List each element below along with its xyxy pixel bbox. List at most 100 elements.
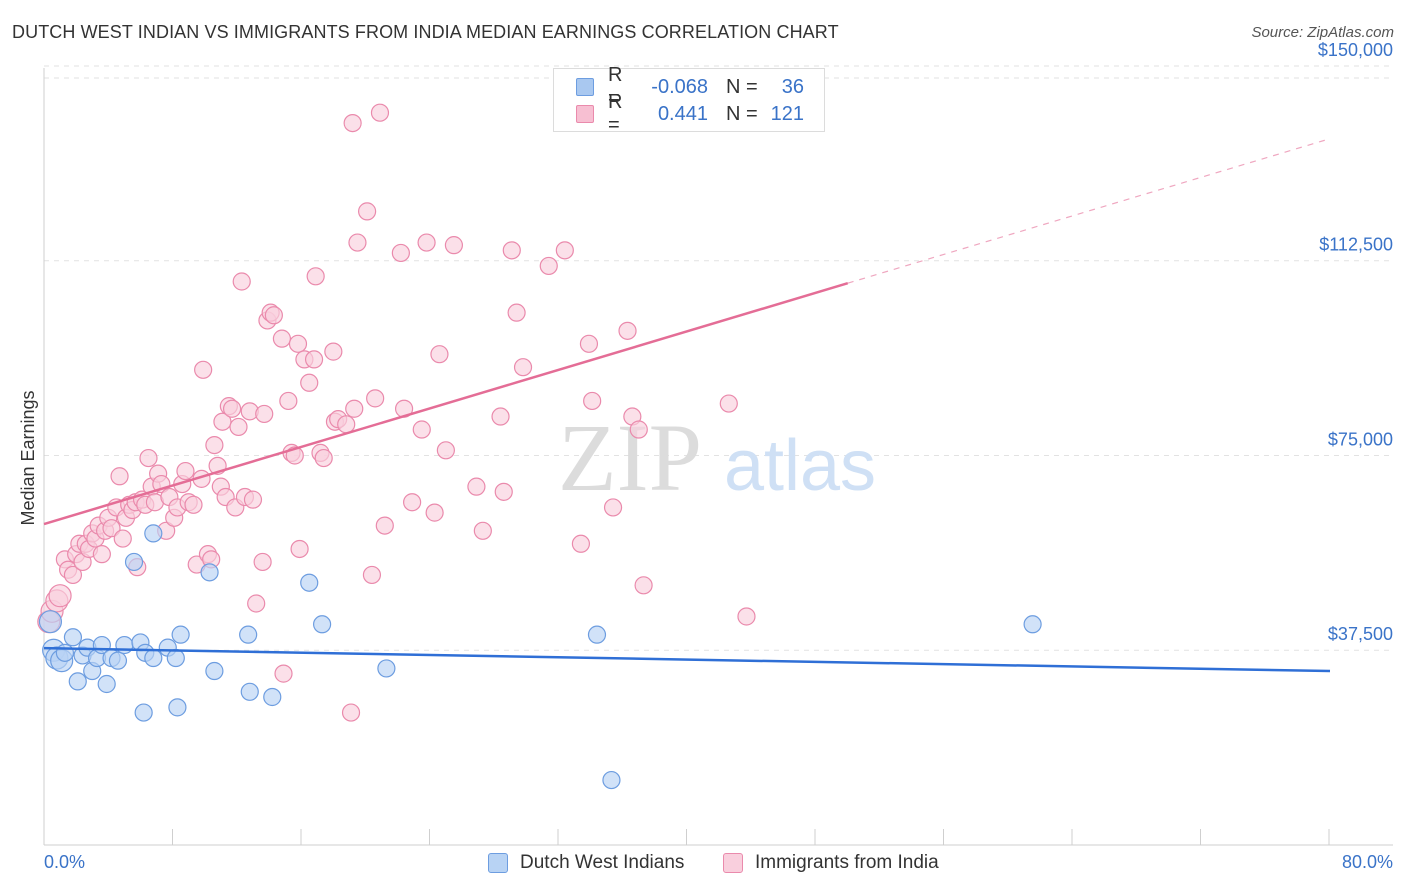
india-point bbox=[243, 490, 263, 509]
dutch-west-indian-point bbox=[200, 563, 219, 582]
india-point bbox=[370, 103, 390, 122]
y-tick-labels: $37,500 $75,000 $112,500 $150,000 bbox=[1318, 40, 1393, 644]
india-point bbox=[341, 703, 361, 722]
dutch-west-indian-point bbox=[168, 698, 187, 717]
india-point bbox=[366, 389, 385, 408]
india-point bbox=[343, 113, 362, 133]
india-point bbox=[102, 519, 121, 538]
india-point bbox=[205, 435, 224, 455]
dutch-west-indian-point bbox=[587, 625, 607, 644]
india-point bbox=[63, 565, 83, 585]
y-tick-label: $75,000 bbox=[1328, 429, 1393, 449]
legend-r-label: R = bbox=[608, 91, 623, 136]
india-point bbox=[629, 420, 648, 439]
india-point bbox=[391, 243, 410, 263]
dutch-west-indian-point bbox=[68, 672, 87, 691]
x-tick-label-min: 0.0% bbox=[44, 852, 85, 872]
india-point bbox=[467, 477, 486, 496]
india-point bbox=[403, 493, 422, 512]
india-point bbox=[603, 498, 623, 517]
trend-line-india-extension bbox=[847, 138, 1331, 284]
dutch-west-indian-point bbox=[377, 659, 396, 678]
india-point bbox=[494, 482, 513, 501]
axes bbox=[43, 68, 1393, 846]
legend-n-value: 121 bbox=[770, 102, 804, 125]
india-point bbox=[362, 565, 382, 585]
india-point bbox=[491, 407, 510, 426]
india-point bbox=[436, 441, 455, 460]
india-point bbox=[324, 342, 343, 361]
india-point bbox=[358, 202, 377, 221]
dutch-west-indian-point bbox=[240, 682, 259, 701]
india-point bbox=[264, 306, 283, 325]
india-point bbox=[348, 233, 367, 252]
dutch-west-indian-point bbox=[144, 648, 163, 668]
india-point bbox=[274, 664, 293, 683]
india-point bbox=[375, 516, 394, 535]
trend-lines bbox=[43, 138, 1331, 673]
india-point bbox=[513, 358, 533, 377]
watermark: ZIP atlas bbox=[558, 404, 876, 511]
india-point bbox=[412, 420, 431, 439]
india-point bbox=[430, 345, 449, 364]
legend-n-label: N = bbox=[726, 75, 758, 98]
india-point bbox=[337, 415, 356, 434]
india-point bbox=[229, 417, 248, 437]
india-point bbox=[314, 448, 333, 468]
india-point bbox=[579, 334, 599, 353]
series-legend: Dutch West Indians Immigrants from India bbox=[0, 852, 1406, 878]
india-points bbox=[37, 103, 756, 722]
y-axis-label: Median Earnings bbox=[18, 390, 38, 525]
legend-r-label: R = bbox=[608, 64, 623, 109]
series-legend-india[interactable]: Immigrants from India bbox=[723, 852, 939, 874]
india-point bbox=[737, 607, 756, 626]
legend-r-value: -0.068 bbox=[651, 75, 708, 98]
series-label-dutch: Dutch West Indians bbox=[520, 852, 685, 873]
india-point bbox=[184, 495, 203, 514]
india-point bbox=[539, 256, 558, 276]
dutch-west-indian-point bbox=[166, 648, 185, 668]
dutch-west-indian-point bbox=[239, 625, 258, 644]
chart-source: Source: ZipAtlas.com bbox=[1251, 24, 1394, 41]
dutch-west-indian-point bbox=[205, 661, 224, 681]
india-point bbox=[255, 404, 274, 424]
grid bbox=[44, 65, 1393, 651]
dutch-west-indian-point bbox=[263, 687, 282, 707]
dutch-west-indian-point bbox=[312, 615, 332, 634]
series-label-india: Immigrants from India bbox=[755, 852, 939, 873]
dutch-west-indian-point bbox=[55, 643, 74, 662]
legend-swatch-india bbox=[576, 105, 594, 123]
dutch-west-indian-point bbox=[108, 651, 128, 670]
india-point bbox=[247, 594, 266, 613]
india-point bbox=[634, 576, 653, 595]
dutch-west-indian-point bbox=[144, 524, 163, 543]
dutch-west-indian-point bbox=[63, 628, 83, 647]
series-swatch-india bbox=[723, 853, 743, 873]
india-point bbox=[345, 399, 364, 418]
trend-line-india bbox=[43, 281, 849, 526]
y-tick-label: $37,500 bbox=[1328, 624, 1393, 644]
x-tick-label-max: 80.0% bbox=[1342, 852, 1393, 872]
series-legend-dutch[interactable]: Dutch West Indians bbox=[488, 852, 684, 874]
india-point bbox=[304, 350, 324, 369]
legend-row-dutch: R = -0.068 N = 36 bbox=[576, 64, 804, 109]
india-point bbox=[139, 448, 158, 468]
dutch-west-indian-point bbox=[115, 635, 134, 655]
india-point bbox=[222, 399, 242, 418]
dutch-west-indian-point bbox=[124, 552, 144, 572]
india-point bbox=[417, 233, 436, 252]
india-point bbox=[110, 467, 129, 486]
dutch-west-indian-point bbox=[134, 703, 153, 722]
india-point bbox=[583, 391, 602, 411]
india-point bbox=[306, 267, 325, 286]
chart-title: DUTCH WEST INDIAN VS IMMIGRANTS FROM IND… bbox=[12, 22, 839, 42]
dutch-west-indian-point bbox=[602, 770, 621, 790]
india-point bbox=[290, 539, 309, 559]
india-point bbox=[279, 391, 298, 411]
legend-swatch-dutch bbox=[576, 78, 594, 96]
india-point bbox=[288, 334, 308, 353]
india-point bbox=[618, 321, 637, 340]
dutch-west-indian-point bbox=[300, 573, 319, 592]
legend-n-label: N = bbox=[726, 102, 758, 125]
